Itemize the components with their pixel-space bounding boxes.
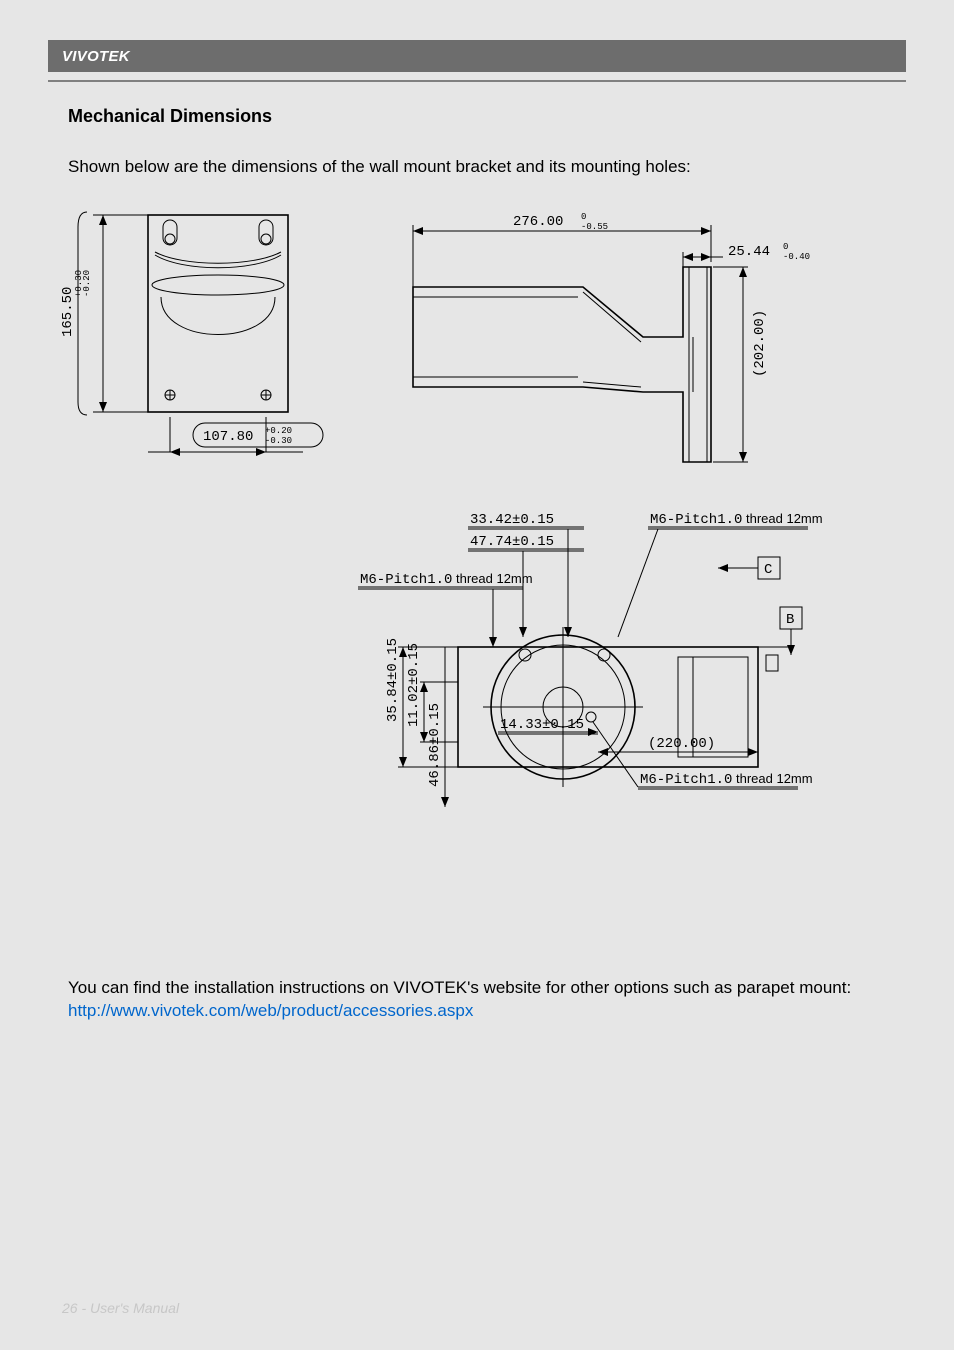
dim-flange: 25.44 [728,244,770,260]
label-c: C [764,562,772,578]
dim-length-tol-top: 0 [581,212,586,222]
section-intro: Shown below are the dimensions of the wa… [68,157,886,177]
dim-width: 107.80 [203,429,253,445]
diagram-bottom-view: 33.42±0.15 47.74±0.15 M6-Pitch1.0 thread… [348,507,886,847]
thread-suffix-tr: thread 12mm [746,511,823,526]
thread-note-br-1: M6-Pitch1.0 [640,772,732,788]
svg-text:107.80: 107.80 [203,429,253,445]
dim-d3: 14.33±0.15 [500,717,584,733]
dim-d2: 47.74±0.15 [470,534,554,550]
dim-v3: 46.86±0.15 [427,703,443,787]
svg-text:276.00: 276.00 [513,214,563,230]
footer-text: 26 - User's Manual [62,1300,179,1316]
thread-note-l-1: M6-Pitch1.0 [360,572,452,588]
section-title: Mechanical Dimensions [68,106,886,127]
footnote-paragraph: You can find the installation instructio… [68,977,886,1023]
dim-flange-tol-top: 0 [783,242,788,252]
dim-width-tol-bot: -0.30 [265,436,292,446]
header-rule [48,80,906,82]
content-area: Mechanical Dimensions Shown below are th… [48,106,906,1023]
brand-label: VIVOTEK [62,48,130,65]
svg-text:M6-Pitch1.0: M6-Pitch1.0 [360,572,452,588]
top-diagrams-row: 165.50 +0.30 -0.20 [43,207,886,487]
thread-suffix-l: thread 12mm [456,571,533,586]
dim-d1: 33.42±0.15 [470,512,554,528]
diagram-front-view: 165.50 +0.30 -0.20 [43,207,343,487]
header-bar: VIVOTEK [48,40,906,72]
dim-length: 276.00 [513,214,563,230]
dim-width-tol-top: +0.20 [265,426,292,436]
dim-paren-202: (202.00) [752,310,768,377]
dim-paren-220: (220.00) [648,736,715,752]
footnote-link[interactable]: http://www.vivotek.com/web/product/acces… [68,1001,473,1020]
thread-suffix-br: thread 12mm [736,771,813,786]
page: VIVOTEK Mechanical Dimensions Shown belo… [0,0,954,1350]
svg-text:M6-Pitch1.0: M6-Pitch1.0 [640,772,732,788]
dim-flange-tol-bot: -0.40 [783,252,810,262]
diagram-side-view: 276.00 0 -0.55 25.44 0 -0.40 [383,207,823,487]
svg-text:M6-Pitch1.0: M6-Pitch1.0 [650,512,742,528]
thread-note-tr-1: M6-Pitch1.0 [650,512,742,528]
dim-height-tol-bot: -0.20 [82,270,92,297]
dim-length-tol-bot: -0.55 [581,222,608,232]
footnote-text-before: You can find the installation instructio… [68,978,851,997]
svg-text:25.44: 25.44 [728,244,770,260]
dim-v2: 11.02±0.15 [406,643,422,727]
dim-v1: 35.84±0.15 [385,638,401,722]
label-b: B [786,612,794,628]
